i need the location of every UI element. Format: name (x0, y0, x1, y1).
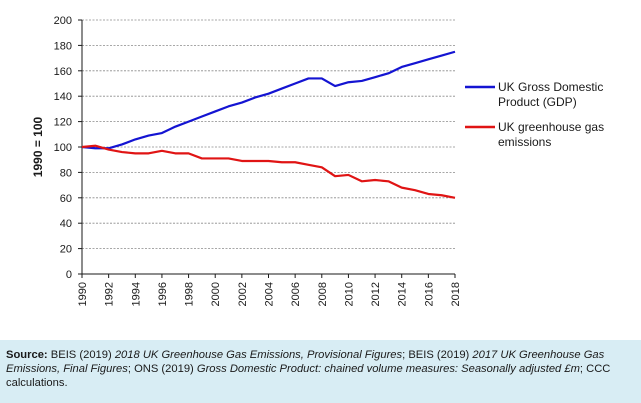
x-tick-label: 2008 (317, 282, 329, 306)
legend-label-1: emissions (498, 135, 551, 149)
chart: 0 20 40 60 80 100 120 140 160 180 200 1990 1992 1994 1… (31, 15, 604, 306)
x-tick-label: 2006 (290, 282, 302, 306)
x-tick-label: 1990 (77, 282, 89, 306)
y-tick-label: 120 (54, 117, 72, 129)
line-chart-svg: 0 20 40 60 80 100 120 140 160 180 200 1990 1992 1994 1… (31, 15, 604, 306)
source-note: Source: BEIS (2019) 2018 UK Greenhouse G… (0, 340, 641, 403)
source-part-1: 2018 UK Greenhouse Gas Emissions, Provis… (114, 349, 403, 361)
source-label: Source: (6, 349, 48, 361)
y-tick-label: 200 (54, 15, 72, 27)
y-tick-label: 40 (60, 218, 72, 230)
x-tick-label: 2000 (210, 282, 222, 306)
x-tick-label: 1992 (104, 282, 116, 306)
source-part-5: Gross Domestic Product: chained volume m… (196, 363, 580, 375)
x-tick-label: 2016 (423, 282, 435, 306)
legend-label-0: Product (GDP) (498, 95, 577, 109)
x-tick-label: 1996 (157, 282, 169, 306)
y-tick-label: 20 (60, 244, 72, 256)
y-axis-label: 1990 = 100 (31, 116, 45, 177)
y-tick-label: 100 (54, 142, 72, 154)
source-text: BEIS (2019) 2018 UK Greenhouse Gas Emiss… (6, 349, 610, 389)
x-tick-label: 2010 (343, 282, 355, 306)
x-tick-label: 2002 (237, 282, 249, 306)
x-tick-label: 2018 (450, 282, 462, 306)
y-tick-label: 0 (66, 269, 72, 281)
x-tick-label: 1998 (184, 282, 196, 306)
legend-label-0: UK Gross Domestic (498, 80, 603, 94)
y-tick-label: 160 (54, 66, 72, 78)
x-tick-label: 2004 (264, 282, 276, 306)
y-tick-label: 60 (60, 193, 72, 205)
y-tick-label: 180 (54, 40, 72, 52)
series-line-0 (81, 50, 456, 150)
source-part-4: ; ONS (2019) (127, 363, 197, 375)
y-tick-label: 140 (54, 91, 72, 103)
legend-label-1: UK greenhouse gas (498, 120, 604, 134)
series-line-1 (81, 144, 456, 199)
x-tick-label: 2014 (397, 282, 409, 306)
source-part-0: BEIS (2019) (47, 349, 115, 361)
x-tick-label: 2012 (370, 282, 382, 306)
x-tick-label: 1994 (130, 282, 142, 306)
source-part-6: ; CCC calculations. (6, 363, 611, 389)
y-tick-label: 80 (60, 167, 72, 179)
source-part-2: ; BEIS (2019) (402, 349, 473, 361)
source-part-3: 2017 UK Greenhouse Gas Emissions, Final … (6, 349, 605, 375)
